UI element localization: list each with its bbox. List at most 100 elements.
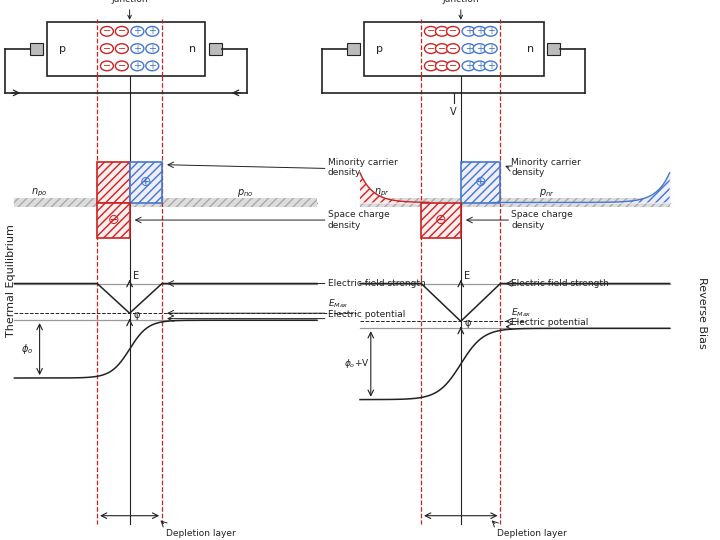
Bar: [30, 43, 43, 55]
Circle shape: [436, 61, 449, 71]
Text: $E_{Max}$: $E_{Max}$: [328, 298, 348, 310]
Text: +: +: [487, 44, 495, 53]
Circle shape: [473, 61, 486, 71]
Bar: [360, 198, 670, 206]
Circle shape: [436, 44, 449, 53]
Text: −: −: [449, 61, 457, 71]
Circle shape: [101, 61, 114, 71]
Circle shape: [146, 44, 159, 53]
Text: −: −: [449, 26, 457, 36]
Text: Minority carrier
density: Minority carrier density: [511, 158, 581, 177]
Circle shape: [101, 26, 114, 36]
Text: −: −: [449, 44, 457, 53]
Text: −: −: [438, 61, 446, 71]
Text: $E_{Max}$: $E_{Max}$: [511, 306, 532, 319]
Circle shape: [424, 44, 438, 53]
Circle shape: [115, 26, 128, 36]
Text: E: E: [133, 271, 140, 281]
Bar: [14, 198, 317, 206]
Circle shape: [462, 44, 475, 53]
Text: −: −: [438, 44, 446, 53]
Text: $p_{no}$: $p_{no}$: [237, 187, 253, 199]
Text: $n_{pr}$: $n_{pr}$: [374, 187, 390, 199]
Text: Electric field strength: Electric field strength: [511, 279, 609, 288]
Text: +: +: [148, 61, 156, 71]
Circle shape: [462, 61, 475, 71]
Circle shape: [101, 44, 114, 53]
Text: −: −: [118, 61, 126, 71]
Text: −: −: [103, 61, 111, 71]
Text: ⊖: ⊖: [435, 213, 447, 227]
Text: +: +: [487, 26, 495, 36]
Circle shape: [462, 26, 475, 36]
Text: −: −: [118, 44, 126, 53]
Text: ⊕: ⊕: [140, 176, 152, 189]
Circle shape: [131, 26, 144, 36]
Text: Electric field strength: Electric field strength: [328, 279, 426, 288]
Text: Depletion layer
width: Depletion layer width: [166, 529, 235, 540]
Circle shape: [131, 44, 144, 53]
Text: ⊕: ⊕: [474, 176, 487, 189]
Text: −: −: [103, 44, 111, 53]
Text: +: +: [133, 61, 141, 71]
Bar: [209, 43, 222, 55]
Text: +: +: [133, 26, 141, 36]
Text: +: +: [148, 26, 156, 36]
Text: +: +: [476, 44, 484, 53]
Text: φ: φ: [133, 309, 140, 320]
Text: +: +: [133, 44, 141, 53]
Text: Reverse Bias: Reverse Bias: [697, 278, 707, 349]
Circle shape: [446, 61, 459, 71]
Bar: [47, 22, 205, 76]
Circle shape: [446, 44, 459, 53]
Text: $\phi_o$: $\phi_o$: [20, 342, 33, 356]
Circle shape: [131, 61, 144, 71]
Text: −: −: [427, 44, 435, 53]
Text: +: +: [464, 61, 472, 71]
Bar: [364, 22, 544, 76]
Text: Metallurgical
Junction: Metallurgical Junction: [431, 0, 490, 19]
Circle shape: [146, 26, 159, 36]
Circle shape: [146, 61, 159, 71]
Bar: [461, 162, 500, 202]
Text: Depletion layer
width: Depletion layer width: [497, 529, 567, 540]
Text: −: −: [103, 26, 111, 36]
Bar: [347, 43, 360, 55]
Text: Metallurgical
Junction: Metallurgical Junction: [100, 0, 159, 19]
Text: p: p: [376, 44, 383, 53]
Text: −: −: [427, 61, 435, 71]
Text: Space charge
density: Space charge density: [328, 211, 390, 229]
Circle shape: [115, 61, 128, 71]
Text: Electric potential: Electric potential: [511, 318, 588, 327]
Text: Minority carrier
density: Minority carrier density: [328, 158, 397, 177]
Text: −: −: [438, 26, 446, 36]
Text: Electric potential: Electric potential: [328, 309, 405, 319]
Text: p: p: [59, 44, 66, 53]
Text: Space charge
density: Space charge density: [511, 211, 573, 229]
Text: φ: φ: [464, 318, 471, 328]
Text: $\phi_o$+V: $\phi_o$+V: [343, 357, 369, 370]
Text: $p_{nr}$: $p_{nr}$: [539, 187, 555, 199]
Circle shape: [424, 26, 438, 36]
Text: E: E: [464, 271, 471, 281]
Text: +: +: [476, 61, 484, 71]
Circle shape: [446, 26, 459, 36]
Circle shape: [436, 26, 449, 36]
Bar: [130, 162, 162, 202]
Text: n: n: [189, 44, 196, 53]
Circle shape: [484, 44, 498, 53]
Text: $n_{po}$: $n_{po}$: [32, 187, 48, 199]
Bar: [421, 202, 461, 238]
Text: +: +: [476, 26, 484, 36]
Circle shape: [115, 44, 128, 53]
Circle shape: [484, 61, 498, 71]
Text: +: +: [487, 61, 495, 71]
Text: +: +: [148, 44, 156, 53]
Text: +: +: [464, 26, 472, 36]
Text: −: −: [427, 26, 435, 36]
Bar: [547, 43, 560, 55]
Circle shape: [473, 26, 486, 36]
Bar: [97, 162, 130, 202]
Text: n: n: [527, 44, 534, 53]
Text: ⊖: ⊖: [107, 213, 120, 227]
